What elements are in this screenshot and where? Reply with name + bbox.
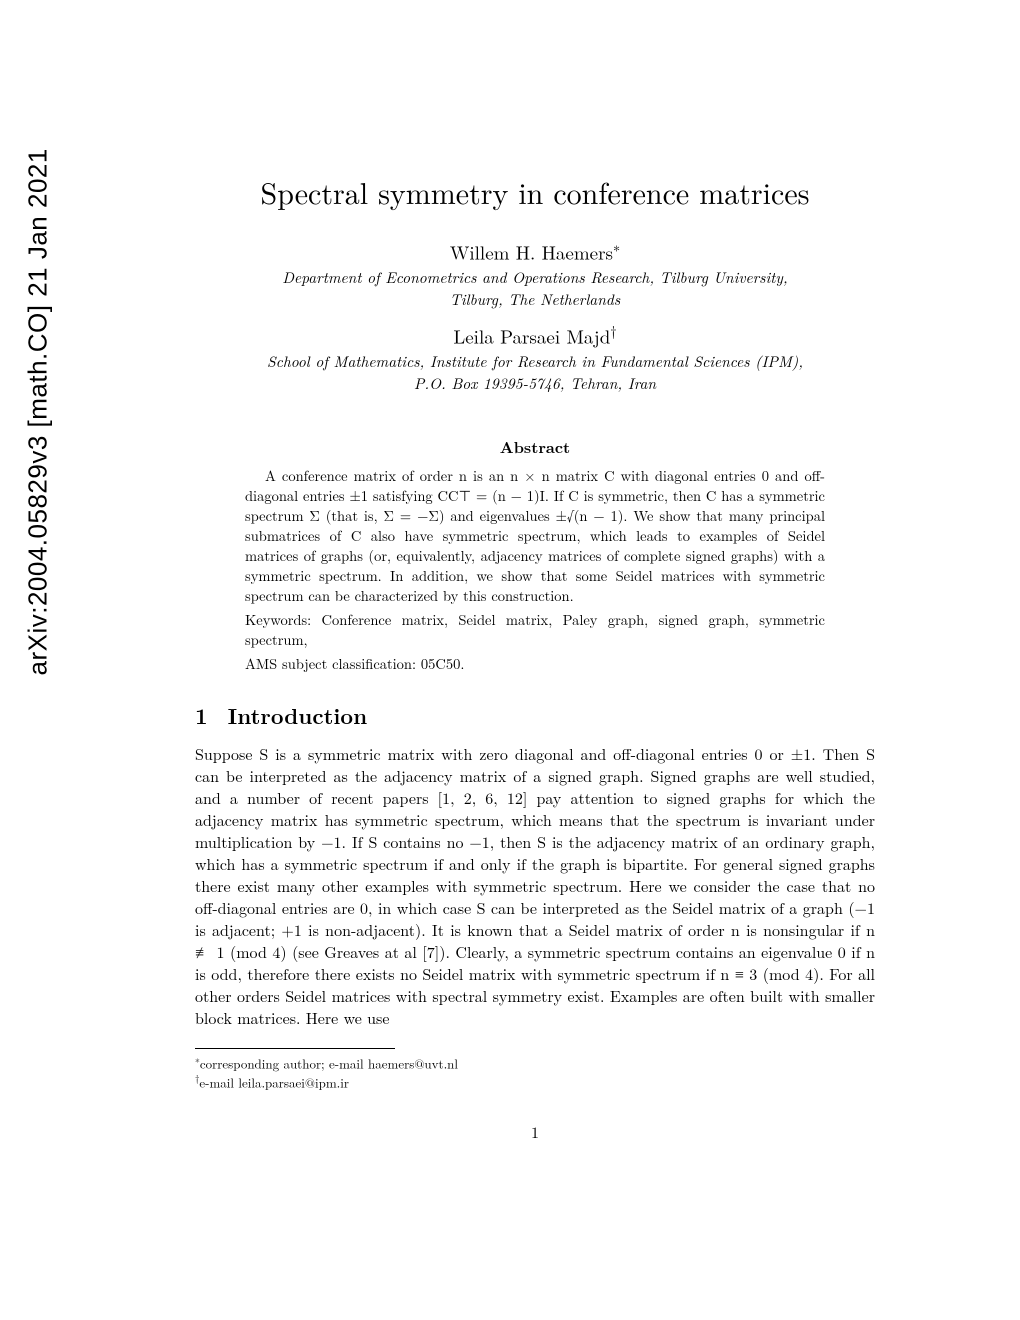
- page-number: 1: [195, 1120, 875, 1143]
- affiliation-line: School of Mathematics, Institute for Res…: [267, 351, 803, 372]
- affiliation-line: Department of Econometrics and Operation…: [282, 267, 787, 288]
- affiliation-line: P.O. Box 19395-5746, Tehran, Iran: [414, 373, 656, 394]
- author-2-affiliation: School of Mathematics, Institute for Res…: [195, 351, 875, 394]
- section-number: 1: [195, 700, 208, 731]
- intro-paragraph: Suppose S is a symmetric matrix with zer…: [195, 743, 875, 1030]
- footnote-rule: [195, 1048, 395, 1049]
- abstract-heading: Abstract: [195, 435, 875, 458]
- abstract-keywords: Keywords: Conference matrix, Seidel matr…: [245, 610, 825, 650]
- abstract-paragraph: A conference matrix of order n is an n ×…: [245, 466, 825, 606]
- footnote-1: ∗corresponding author; e-mail haemers@uv…: [195, 1053, 875, 1073]
- paper-title: Spectral symmetry in conference matrices: [195, 170, 875, 213]
- abstract-ams: AMS subject classification: 05C50.: [245, 654, 825, 674]
- footnote-1-text: corresponding author; e-mail haemers@uvt…: [200, 1053, 458, 1072]
- section-title: Introduction: [228, 700, 367, 731]
- author-2-name: Leila Parsaei Majd†: [195, 321, 875, 349]
- paper-page: Spectral symmetry in conference matrices…: [195, 0, 875, 1143]
- author-1-name: Willem H. Haemers∗: [195, 237, 875, 265]
- author-name-text: Willem H. Haemers: [450, 238, 613, 265]
- author-2-marker: †: [610, 321, 616, 341]
- section-1-heading: 1 Introduction: [195, 700, 875, 731]
- abstract-body: A conference matrix of order n is an n ×…: [245, 466, 825, 674]
- footnote-2-text: e-mail leila.parsaei@ipm.ir: [199, 1072, 349, 1091]
- author-1-affiliation: Department of Econometrics and Operation…: [195, 267, 875, 310]
- author-name-text: Leila Parsaei Majd: [453, 322, 610, 349]
- footnote-2: †e-mail leila.parsaei@ipm.ir: [195, 1072, 875, 1092]
- author-1-marker: ∗: [613, 237, 620, 257]
- affiliation-line: Tilburg, The Netherlands: [450, 289, 620, 310]
- arxiv-identifier: arXiv:2004.05829v3 [math.CO] 21 Jan 2021: [23, 148, 54, 675]
